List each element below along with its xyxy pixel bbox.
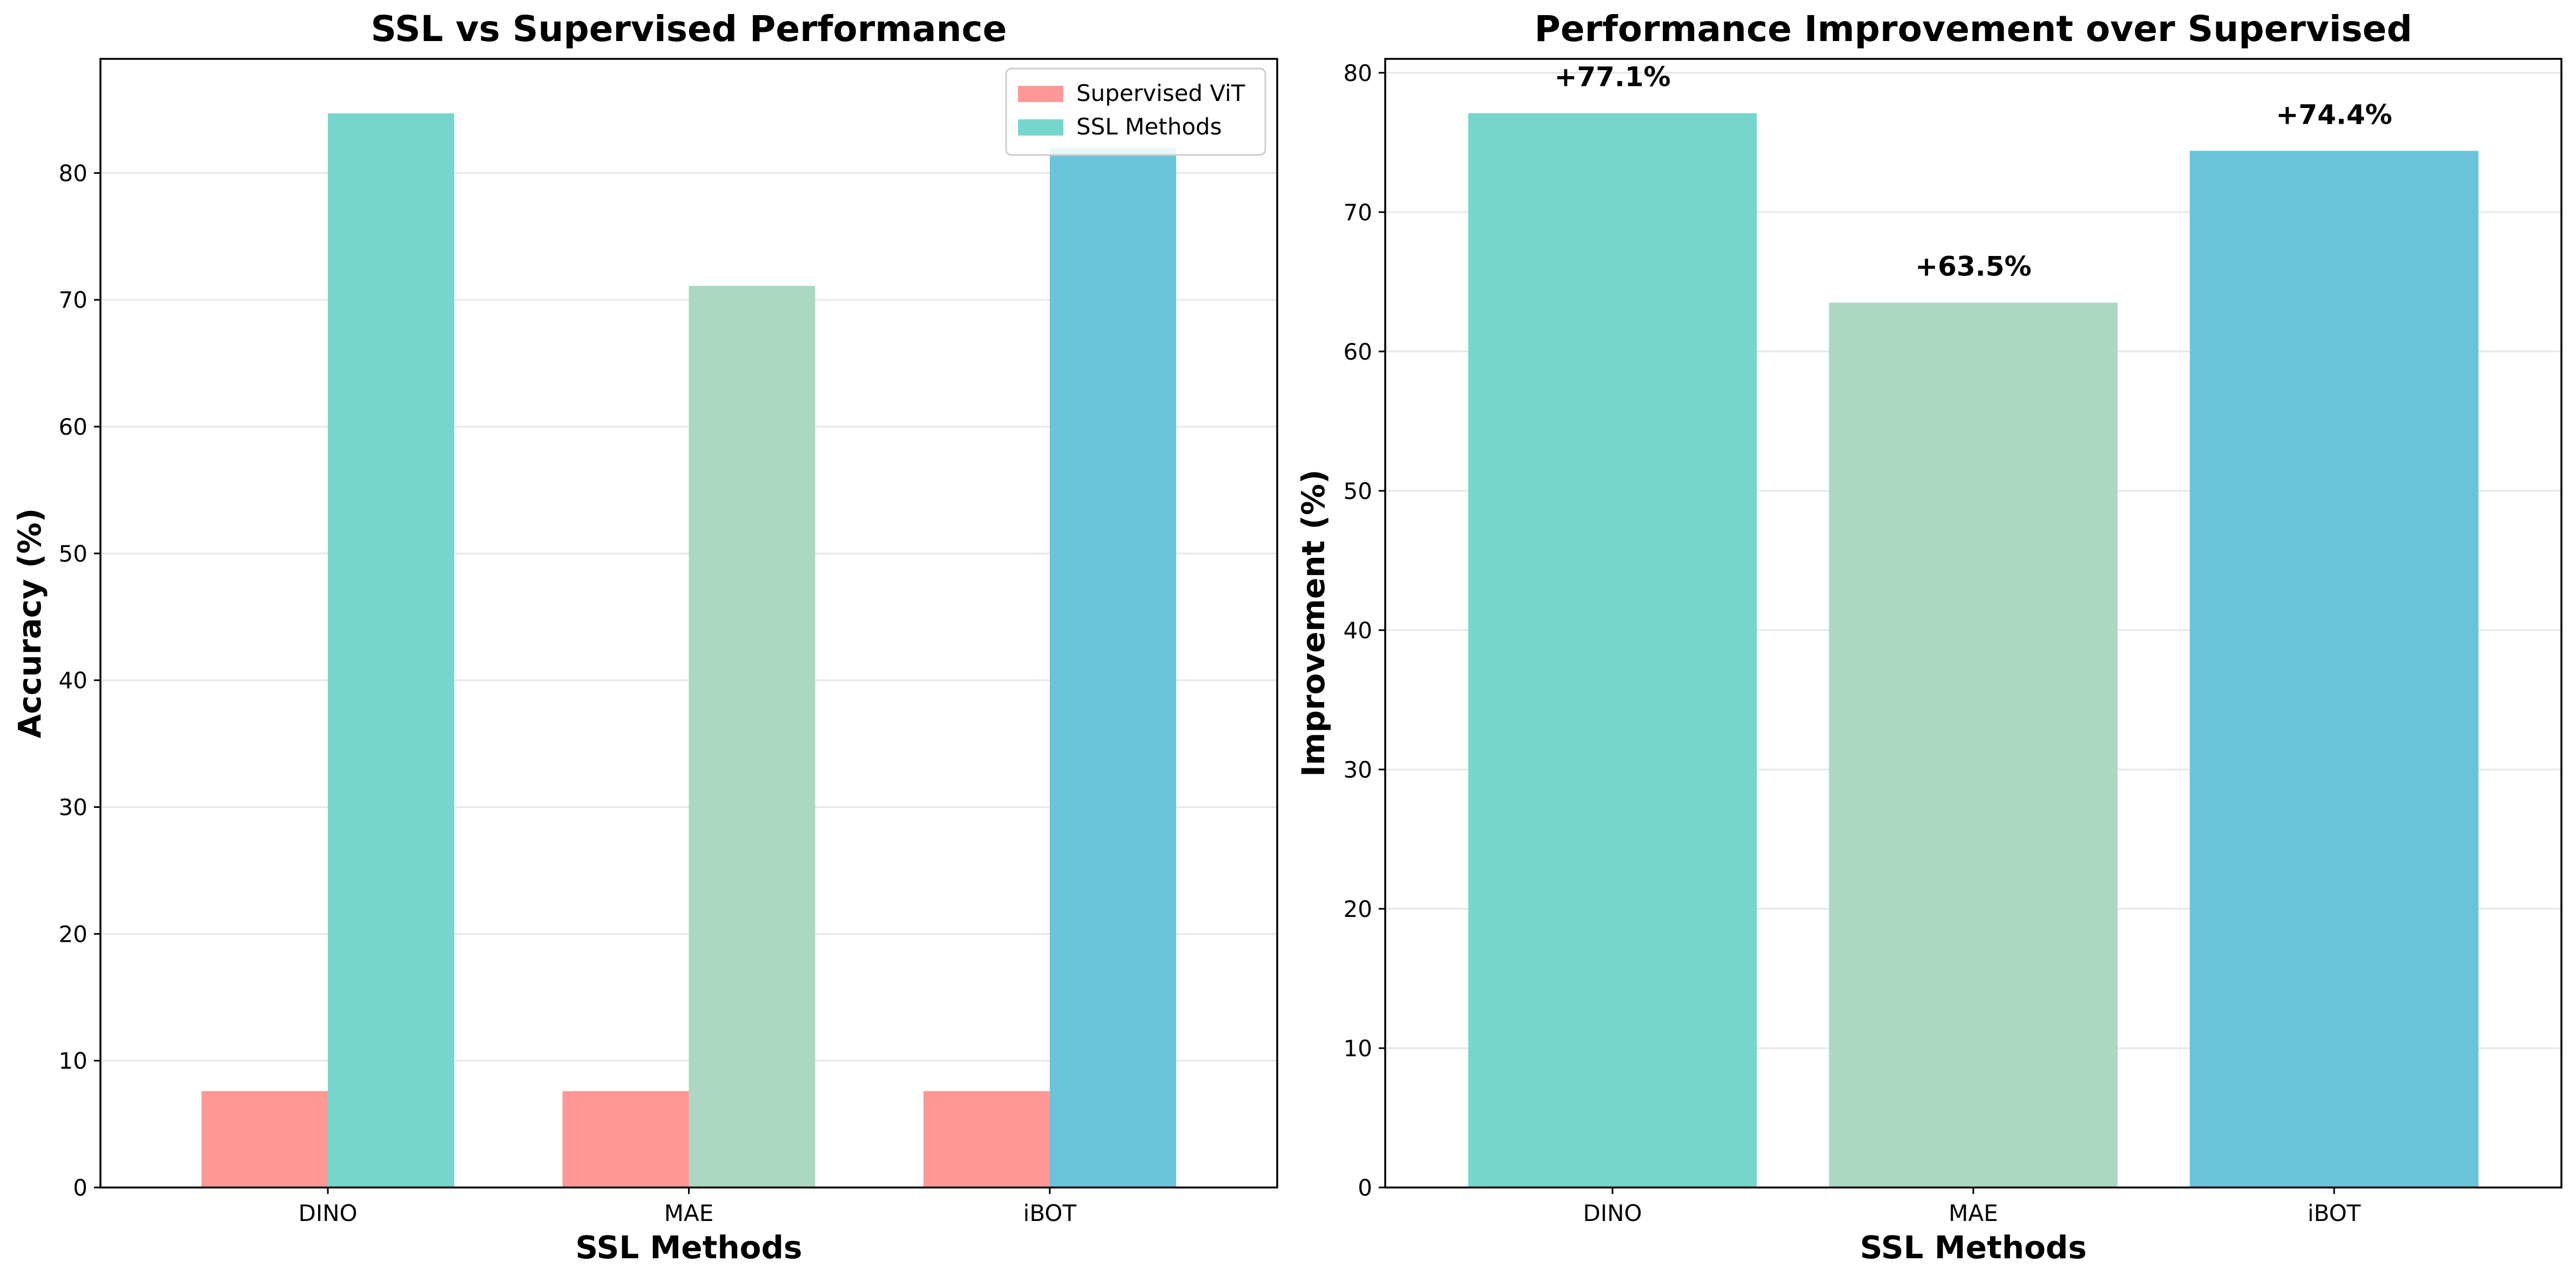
y-tick-label: 10 bbox=[59, 1048, 87, 1074]
x-tick-label-mae: MAE bbox=[664, 1200, 714, 1226]
bar-dino-series-2 bbox=[328, 113, 455, 1187]
data-label-dino: +77.1% bbox=[1554, 62, 1670, 93]
chart-title: SSL vs Supervised Performance bbox=[371, 8, 1007, 50]
bar-ibot bbox=[2189, 151, 2479, 1188]
data-label-mae: +63.5% bbox=[1915, 251, 2031, 282]
legend-label: SSL Methods bbox=[1076, 113, 1222, 140]
legend-swatch bbox=[1018, 119, 1063, 136]
data-label-ibot: +74.4% bbox=[2276, 99, 2392, 130]
chart-title: Performance Improvement over Supervised bbox=[1534, 8, 2412, 50]
y-tick-label: 60 bbox=[59, 414, 87, 440]
y-tick-label: 50 bbox=[1344, 478, 1372, 504]
x-tick-label-ibot: iBOT bbox=[1023, 1200, 1077, 1226]
y-tick-label: 20 bbox=[1344, 896, 1372, 922]
y-tick-label: 80 bbox=[59, 160, 87, 186]
y-tick-label: 60 bbox=[1344, 339, 1372, 365]
y-axis-label: Accuracy (%) bbox=[11, 508, 48, 738]
legend: Supervised ViT SSL Methods bbox=[1005, 68, 1266, 156]
x-tick-label-dino: DINO bbox=[1583, 1200, 1642, 1226]
bar-dino bbox=[1468, 113, 1757, 1187]
bar-mae-series-2 bbox=[689, 286, 815, 1187]
y-tick-label: 80 bbox=[1344, 60, 1372, 86]
chart-2: +77.1% +63.5% +74.4% 0 10 20 30 40 50 60 70 80 DINO M… bbox=[1295, 8, 2562, 1266]
y-tick-label: 30 bbox=[1344, 757, 1372, 783]
legend-label: Supervised ViT bbox=[1076, 80, 1245, 106]
chart-1: 0 10 20 30 40 50 60 70 80 DINO MAE iBOT SSL vs Super… bbox=[11, 8, 1278, 1266]
y-tick-label: 30 bbox=[59, 794, 87, 821]
y-tick-label: 0 bbox=[73, 1175, 87, 1201]
bar-ibot-series-2 bbox=[1049, 147, 1176, 1187]
y-tick-label: 20 bbox=[59, 921, 87, 947]
y-tick-label: 70 bbox=[1344, 199, 1372, 226]
y-tick-label: 0 bbox=[1358, 1175, 1372, 1201]
x-axis-label: SSL Methods bbox=[1860, 1229, 2087, 1266]
x-tick-label-mae: MAE bbox=[1948, 1200, 1998, 1226]
bar-dino-series-1 bbox=[201, 1091, 328, 1187]
y-tick-label: 40 bbox=[59, 667, 87, 694]
bar-mae bbox=[1829, 302, 2118, 1187]
y-tick-label: 10 bbox=[1344, 1035, 1372, 1062]
y-tick-label: 40 bbox=[1344, 617, 1372, 644]
x-tick-label-ibot: iBOT bbox=[2308, 1200, 2361, 1226]
x-tick-label-dino: DINO bbox=[298, 1200, 357, 1226]
legend-swatch bbox=[1018, 86, 1063, 102]
bar-mae-series-1 bbox=[562, 1091, 689, 1187]
bar-ibot-series-1 bbox=[923, 1091, 1050, 1187]
y-tick-label: 50 bbox=[59, 541, 87, 567]
legend-box bbox=[1005, 68, 1266, 156]
x-axis-label: SSL Methods bbox=[575, 1229, 802, 1266]
y-tick-label: 70 bbox=[59, 287, 87, 313]
y-axis-label: Improvement (%) bbox=[1295, 469, 1332, 777]
